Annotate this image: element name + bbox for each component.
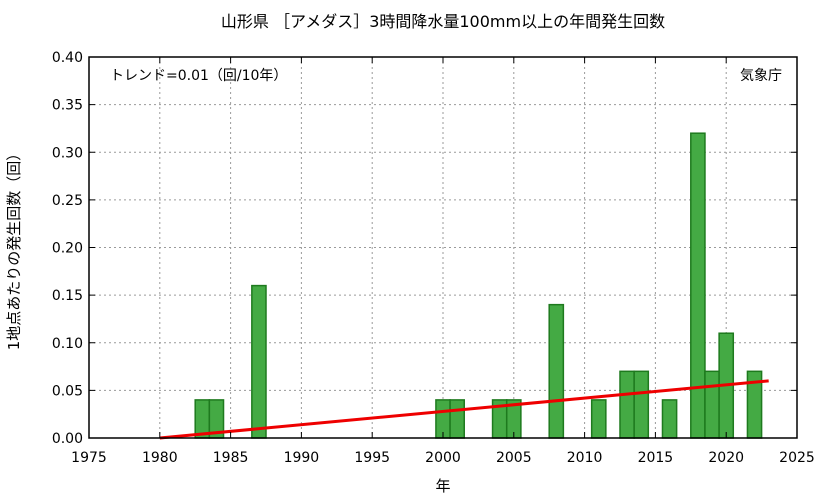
trend-annotation: トレンド=0.01（回/10年） bbox=[110, 68, 287, 84]
y-tick-label: 0.35 bbox=[52, 98, 83, 114]
x-tick-label: 1995 bbox=[354, 450, 390, 466]
x-tick-label: 2015 bbox=[638, 450, 674, 466]
x-tick-label: 2010 bbox=[567, 450, 603, 466]
y-tick-label: 0.25 bbox=[52, 193, 83, 209]
x-tick-label: 2005 bbox=[496, 450, 532, 466]
bar bbox=[704, 370, 720, 439]
x-tick-label: 1980 bbox=[142, 450, 178, 466]
y-tick-label: 0.05 bbox=[52, 383, 83, 399]
trend-line bbox=[159, 379, 769, 440]
bar bbox=[633, 370, 650, 439]
y-tick-label: 0.00 bbox=[52, 431, 83, 447]
bar bbox=[590, 399, 607, 439]
bar bbox=[661, 399, 678, 439]
bar bbox=[619, 370, 635, 439]
y-axis-label: 1地点あたりの発生回数（回） bbox=[5, 146, 23, 351]
bar bbox=[251, 284, 267, 439]
trend-layer bbox=[159, 379, 769, 440]
bar bbox=[548, 303, 565, 439]
chart-title: 山形県 ［アメダス］3時間降水量100mm以上の年間発生回数 bbox=[221, 12, 665, 31]
y-tick-label: 0.20 bbox=[52, 241, 83, 257]
x-tick-label: 1990 bbox=[284, 450, 320, 466]
y-tick-label: 0.40 bbox=[52, 50, 83, 66]
x-axis-label: 年 bbox=[435, 477, 450, 495]
x-axis-ticks: 1975 1980 1985 1990 1995 2000 2005 2010 2015 2020… bbox=[71, 57, 815, 466]
y-axis-ticks: 0.00 0.05 0.10 0.15 0.20 0.25 0.30 0.35 0.40 bbox=[52, 50, 797, 447]
source-label: 気象庁 bbox=[740, 68, 782, 84]
y-tick-label: 0.30 bbox=[52, 145, 83, 161]
bars bbox=[194, 132, 763, 439]
bar bbox=[449, 399, 465, 439]
x-tick-label: 2000 bbox=[425, 450, 461, 466]
bar bbox=[690, 132, 706, 439]
x-tick-label: 1985 bbox=[213, 450, 249, 466]
x-tick-label: 2020 bbox=[708, 450, 744, 466]
y-tick-label: 0.10 bbox=[52, 336, 83, 352]
x-tick-label: 1975 bbox=[71, 450, 107, 466]
x-tick-label: 2025 bbox=[779, 450, 815, 466]
y-tick-label: 0.15 bbox=[52, 288, 83, 304]
